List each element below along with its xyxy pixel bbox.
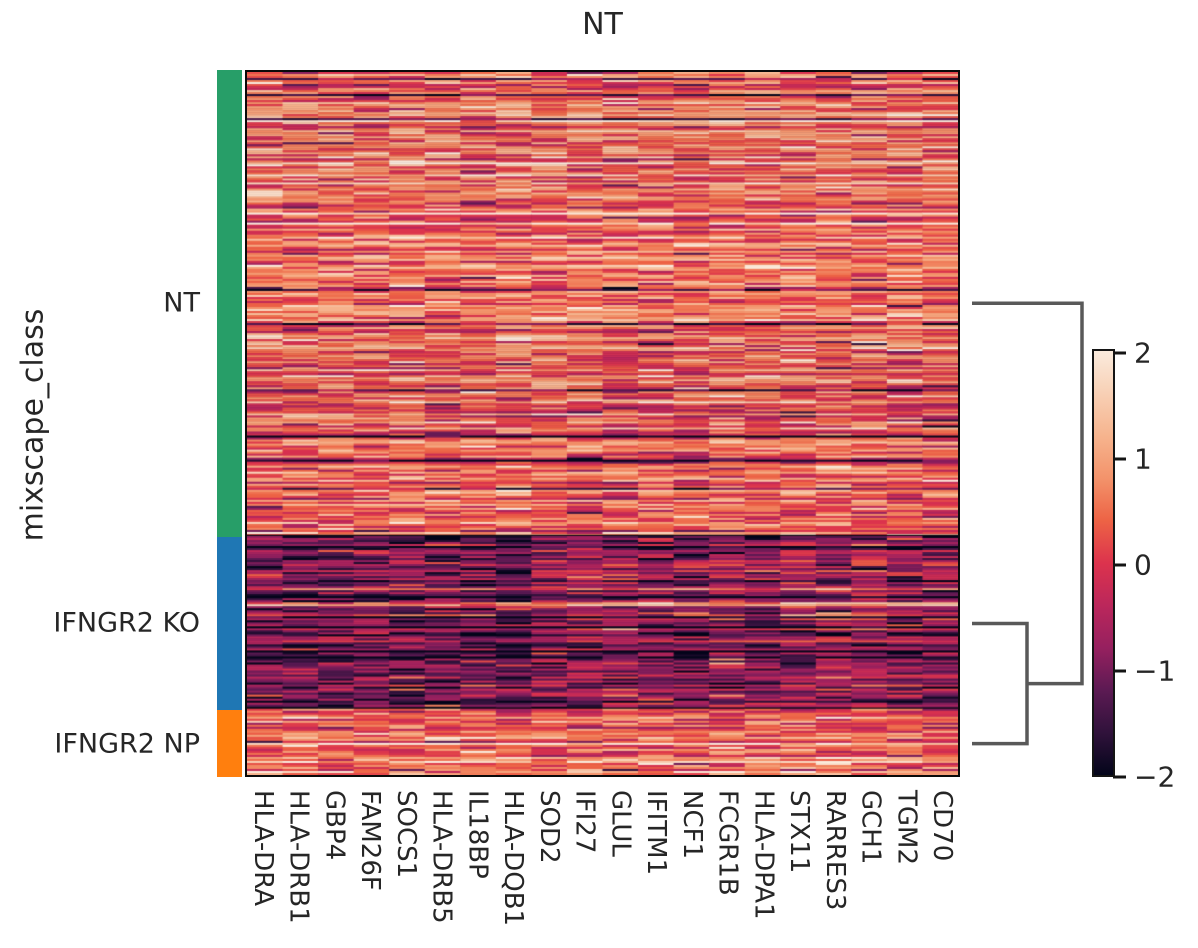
gene-tick-label: SOCS1: [390, 790, 421, 879]
heatmap-plot: [245, 70, 960, 777]
row-group-label: NT: [163, 287, 200, 319]
row-annotation-bar: [217, 70, 242, 777]
colorbar-tick-mark: [1113, 669, 1126, 673]
colorbar-tick-label: −2: [1134, 760, 1176, 794]
gene-tick-label: HLA-DRA: [247, 790, 278, 907]
heatmap-canvas: [247, 72, 958, 775]
gene-tick-label: HLA-DQB1: [498, 790, 529, 927]
row-group-label: IFNGR2 NP: [54, 728, 200, 760]
gene-tick-label: STX11: [784, 790, 815, 874]
colorbar: [1092, 349, 1115, 777]
dendrogram-branch: [972, 301, 1084, 686]
gene-tick-label: IFI27: [569, 790, 600, 854]
gene-tick-label: GBP4: [319, 790, 350, 861]
colorbar-tick-label: −1: [1134, 654, 1176, 688]
row-annotation-segment: [217, 710, 242, 777]
gene-tick-label: GLUL: [605, 790, 636, 857]
gene-tick-label: IFITM1: [641, 790, 672, 876]
gene-tick-label: IL18BP: [462, 790, 493, 879]
gene-tick-label: HLA-DPA1: [748, 790, 779, 920]
row-annotation-segment: [217, 70, 242, 537]
colorbar-tick-label: 0: [1134, 548, 1152, 582]
colorbar-tick-mark: [1113, 457, 1126, 461]
gene-tick-label: GCH1: [855, 790, 886, 865]
row-group-label: IFNGR2 KO: [53, 607, 200, 639]
colorbar-tick-mark: [1113, 351, 1126, 355]
gene-tick-label: TGM2: [891, 790, 922, 866]
gene-tick-label: RARRES3: [819, 790, 850, 911]
gene-tick-label: SOD2: [533, 790, 564, 864]
gene-tick-label: CD70: [927, 790, 958, 862]
gene-tick-label: FCGR1B: [712, 790, 743, 896]
row-annotation-segment: [217, 536, 242, 711]
gene-tick-label: NCF1: [676, 790, 707, 860]
colorbar-tick-mark: [1113, 775, 1126, 779]
gene-tick-label: HLA-DRB5: [426, 790, 457, 924]
y-axis-label: mixscape_class: [15, 308, 51, 542]
colorbar-tick-label: 2: [1134, 336, 1152, 370]
gene-tick-label: HLA-DRB1: [283, 790, 314, 924]
plot-title: NT: [582, 7, 623, 42]
gene-tick-label: FAM26F: [355, 790, 386, 891]
colorbar-tick-mark: [1113, 563, 1126, 567]
dendrogram-branch: [972, 621, 1029, 746]
colorbar-tick-label: 1: [1134, 442, 1152, 476]
